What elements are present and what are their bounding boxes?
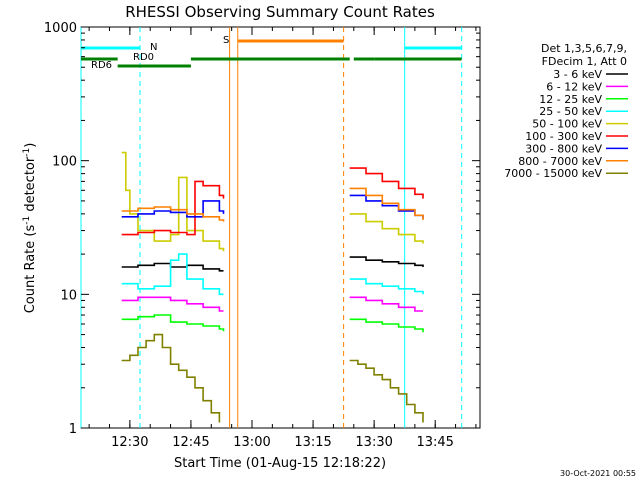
footer-timestamp: 30-Oct-2021 00:55 xyxy=(560,469,636,478)
x-tick-label: 13:15 xyxy=(294,435,331,450)
series-line-7 xyxy=(121,206,225,222)
series-line-4 xyxy=(349,213,424,244)
x-axis-label: Start Time (01-Aug-15 12:18:22) xyxy=(174,456,386,471)
y-tick-label: 1 xyxy=(69,422,77,437)
series-line-4 xyxy=(121,151,225,252)
legend-entry-label: 12 - 25 keV xyxy=(539,93,602,106)
series-line-8 xyxy=(349,359,424,423)
legend-entry-label: 3 - 6 keV xyxy=(553,68,602,81)
y-tick-label: 100 xyxy=(52,155,77,170)
legend-entry-label: 25 - 50 keV xyxy=(539,105,602,118)
x-tick-label: 12:30 xyxy=(111,435,148,450)
x-tick-label: 13:45 xyxy=(416,435,453,450)
y-label-end: ) xyxy=(23,143,38,148)
status-label-rd0: RD0 xyxy=(133,52,154,63)
y-tick-label: 10 xyxy=(60,288,77,303)
series-line-8 xyxy=(121,333,221,423)
series-line-2 xyxy=(121,314,225,332)
series-line-6 xyxy=(349,194,424,219)
series-line-0 xyxy=(121,262,224,272)
y-label-sup1: -1 xyxy=(22,216,32,225)
legend-entry-label: 7000 - 15000 keV xyxy=(504,167,602,180)
y-label-main: Count Rate (s xyxy=(23,225,38,314)
chart-title: RHESSI Observing Summary Count Rates xyxy=(125,3,435,21)
legend-header-line: Det 1,3,5,6,7,9, xyxy=(541,42,627,55)
status-label-n: N xyxy=(150,42,157,53)
series-line-7 xyxy=(349,187,424,220)
series-line-3 xyxy=(349,278,424,295)
status-label-s: S xyxy=(223,35,229,46)
series-line-5 xyxy=(121,180,225,236)
status-label-rd6: RD6 xyxy=(91,60,112,71)
series-line-0 xyxy=(349,256,424,267)
x-tick-label: 13:00 xyxy=(233,435,270,450)
legend-entry-label: 6 - 12 keV xyxy=(546,80,602,93)
legend-entry-label: 100 - 300 keV xyxy=(525,130,602,143)
legend-entry-label: 50 - 100 keV xyxy=(532,118,602,131)
legend-entry-label: 300 - 800 keV xyxy=(525,142,602,155)
y-label-mid: detector xyxy=(23,156,38,216)
y-axis-label: Count Rate (s-1 detector-1) xyxy=(22,143,38,314)
x-tick-label: 12:45 xyxy=(172,435,209,450)
series-line-2 xyxy=(349,318,424,333)
legend-entry-label: 800 - 7000 keV xyxy=(518,155,602,168)
series-line-1 xyxy=(349,296,423,312)
series-line-3 xyxy=(121,253,224,296)
series-line-1 xyxy=(121,296,224,312)
x-tick-label: 13:30 xyxy=(355,435,392,450)
plot-frame xyxy=(80,26,481,429)
series-line-5 xyxy=(349,167,424,199)
legend-header-line: FDecim 1, Att 0 xyxy=(542,55,627,68)
y-label-sup2: -1 xyxy=(22,148,32,157)
y-tick-label: 1000 xyxy=(44,21,77,36)
